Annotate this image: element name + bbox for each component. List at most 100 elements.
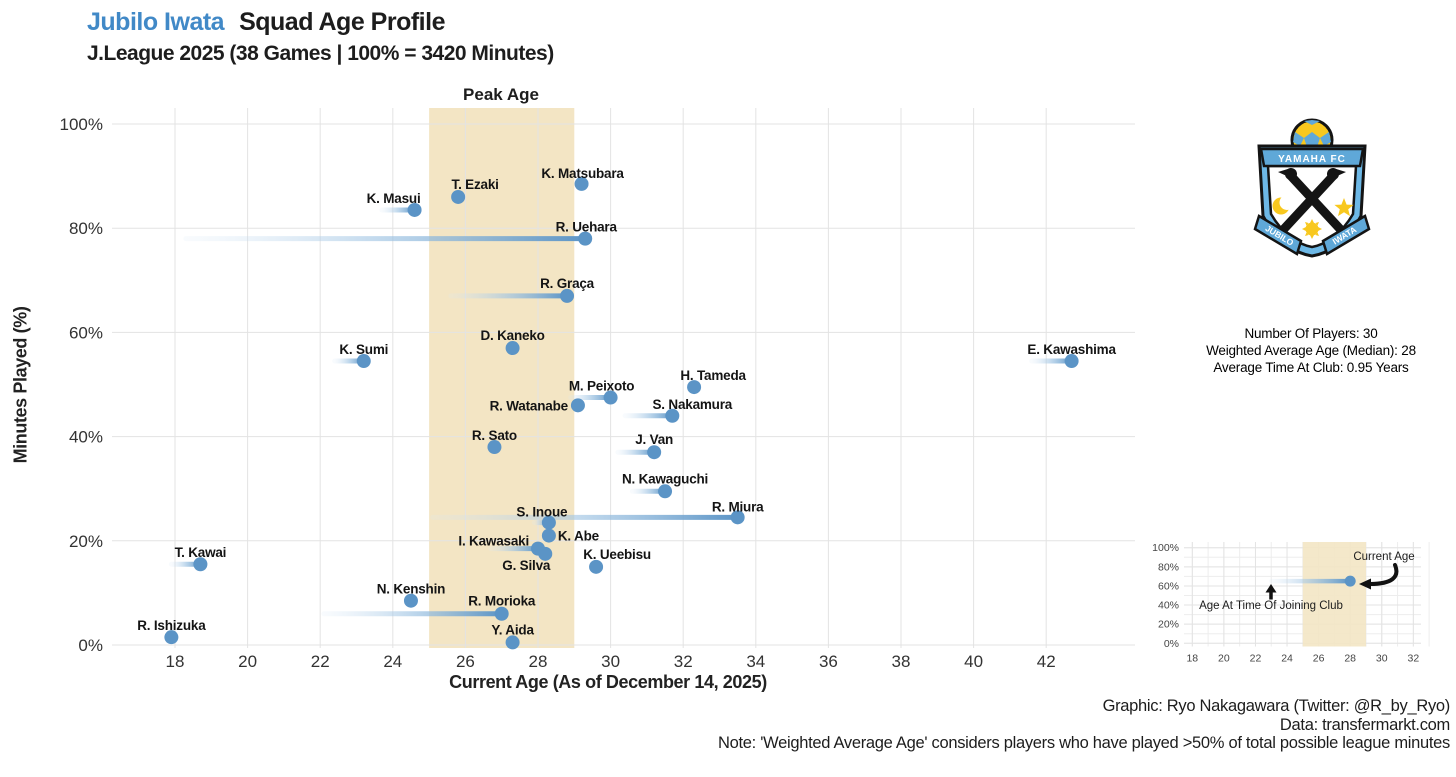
x-tick-label: 38: [892, 652, 911, 671]
x-tick-label: 18: [166, 652, 185, 671]
player-point: [505, 341, 520, 356]
player-label: T. Kawai: [175, 545, 227, 560]
current-age-arrow: [1368, 563, 1399, 586]
player-label: R. Watanabe: [490, 398, 569, 413]
player-point: [560, 288, 575, 303]
player-label: H. Tameda: [680, 368, 746, 383]
player-point: [687, 380, 702, 395]
credit-data: Data: transfermarkt.com: [1279, 715, 1450, 734]
y-tick-label: 20%: [69, 532, 103, 551]
legend-inset-chart: 18 20 22 24 26 28 30 32 0% 20% 40% 60% 80% 100% Curren…: [1152, 542, 1430, 665]
stat-number-of-players: Number Of Players: 30: [1244, 326, 1378, 341]
crest-moon-icon: [1272, 195, 1295, 215]
player-label: K. Ueebisu: [583, 547, 651, 562]
x-tick-label: 26: [456, 652, 475, 671]
svg-text:32: 32: [1408, 653, 1420, 665]
player-labels-layer: K. Matsubara T. Ezaki K. Masui R. Uehara R. …: [137, 166, 1116, 637]
credits: Graphic: Ryo Nakagawara (Twitter: @R_by_…: [718, 697, 1450, 753]
player-point: [494, 606, 509, 621]
x-tick-label: 34: [746, 652, 765, 671]
title-text: Squad Age Profile: [239, 8, 445, 36]
player-point: [1064, 354, 1079, 369]
player-label: R. Uehara: [556, 220, 618, 235]
crest-ribbon-left: [1253, 214, 1303, 256]
joining-age-annotation: Age At Time Of Joining Club: [1199, 600, 1343, 612]
crest-sun-icon: [1302, 219, 1322, 239]
credit-graphic: Graphic: Ryo Nakagawara (Twitter: @R_by_…: [1102, 697, 1451, 715]
player-label: D. Kaneko: [480, 328, 544, 343]
svg-text:80%: 80%: [1158, 561, 1179, 573]
crest-star-icon: [1334, 198, 1354, 217]
player-point: [451, 189, 466, 204]
svg-text:28: 28: [1344, 653, 1356, 665]
player-point: [647, 445, 662, 460]
page-title: Jubilo Iwata Squad Age Profile: [87, 8, 445, 37]
current-age-arrowhead: [1359, 578, 1371, 590]
x-tick-label: 40: [964, 652, 983, 671]
player-point: [603, 390, 618, 405]
player-point: [356, 354, 371, 369]
players-layer: [164, 176, 1079, 650]
svg-text:22: 22: [1250, 653, 1262, 665]
player-label: R. Miura: [712, 499, 764, 514]
player-point: [407, 202, 422, 217]
player-label: K. Masui: [367, 191, 421, 206]
inset-example-point: [1344, 575, 1356, 587]
player-label: R. Sato: [472, 428, 517, 443]
svg-text:0%: 0%: [1164, 638, 1179, 650]
peak-age-label: Peak Age: [463, 85, 539, 104]
svg-text:100%: 100%: [1152, 542, 1179, 554]
player-label: E. Kawashima: [1027, 342, 1116, 357]
player-label: G. Silva: [502, 558, 551, 573]
player-label: K. Matsubara: [541, 166, 624, 181]
player-label: Y. Aida: [491, 622, 534, 637]
current-age-annotation: Current Age: [1353, 551, 1414, 563]
svg-text:30: 30: [1376, 653, 1388, 665]
player-point: [589, 559, 604, 574]
player-label: K. Abe: [558, 529, 600, 544]
player-label: R. Ishizuka: [137, 618, 206, 633]
player-point: [403, 593, 418, 608]
x-tick-label: 30: [601, 652, 620, 671]
x-tick-label: 24: [383, 652, 402, 671]
player-label: S. Inoue: [516, 505, 568, 520]
player-label: T. Ezaki: [452, 177, 499, 192]
svg-text:40%: 40%: [1158, 600, 1179, 612]
stat-average-time-at-club: Average Time At Club: 0.95 Years: [1213, 360, 1409, 375]
player-label: I. Kawasaki: [458, 534, 529, 549]
x-tick-label: 42: [1037, 652, 1056, 671]
y-axis-title: Minutes Played (%): [10, 306, 31, 464]
player-label: N. Kenshin: [377, 582, 446, 597]
player-label: J. Van: [635, 432, 673, 447]
x-axis-title: Current Age (As of December 14, 2025): [449, 672, 767, 692]
inset-peak-age-band: [1302, 542, 1366, 647]
inset-tick-labels: 18 20 22 24 26 28 30 32 0% 20% 40% 60% 80% 100%: [1152, 542, 1419, 664]
x-tick-label: 28: [529, 652, 548, 671]
y-tick-label: 100%: [60, 115, 103, 134]
svg-text:24: 24: [1281, 653, 1293, 665]
player-point: [570, 398, 585, 413]
x-tick-label: 36: [819, 652, 838, 671]
main-gridlines: [112, 108, 1135, 648]
x-tick-label: 22: [311, 652, 330, 671]
svg-text:20: 20: [1218, 653, 1230, 665]
player-point: [665, 408, 680, 423]
stat-weighted-average-age: Weighted Average Age (Median): 28: [1206, 343, 1416, 358]
squad-stats: Number Of Players: 30 Weighted Average A…: [1163, 325, 1456, 376]
y-tick-label: 0%: [78, 636, 103, 655]
player-point: [578, 231, 593, 246]
inset-annotations: Current Age Age At Time Of Joining Club: [1199, 551, 1415, 612]
player-label: R. Graça: [540, 276, 595, 291]
player-label: R. Morioka: [468, 594, 536, 609]
crest-banner-text: YAMAHA FC: [1278, 154, 1346, 165]
club-crest-logo: YAMAHA FC JUBILO IWATA: [1253, 118, 1371, 258]
player-point: [505, 635, 520, 650]
credit-note: Note: 'Weighted Average Age' considers p…: [718, 734, 1450, 752]
player-label: S. Nakamura: [653, 397, 733, 412]
crest-banner: [1259, 147, 1365, 168]
player-point: [730, 510, 745, 525]
player-point: [658, 484, 673, 499]
player-point: [487, 440, 502, 455]
